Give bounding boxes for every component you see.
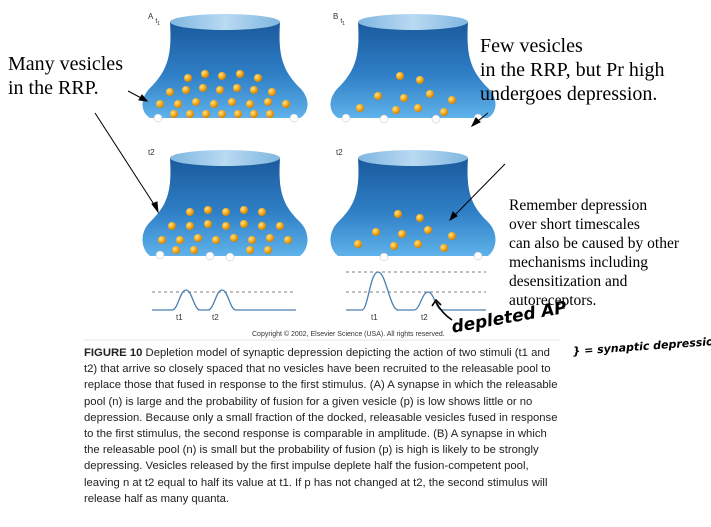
vesicles-a-t1 — [156, 70, 290, 118]
panel-label-b-t2: t2 — [336, 148, 343, 157]
caption-label: FIGURE 10 — [84, 347, 143, 359]
panel-label-b: Bt1 — [333, 12, 346, 27]
vesicles-a-t2 — [158, 206, 292, 254]
vesicles-b-t2 — [354, 210, 456, 252]
note-remember-depression: Remember depression over short timescale… — [509, 197, 680, 309]
note-few-vesicles: Few vesicles in the RRP, but Pr high und… — [480, 35, 665, 105]
trace-a — [152, 289, 296, 311]
panel-label-a: At1 — [148, 12, 161, 27]
caption-text: Depletion model of synaptic depression d… — [84, 347, 558, 505]
terminal-b-t1 — [330, 14, 496, 118]
terminal-a-t1 — [142, 14, 308, 118]
docked-vesicles-b-t2 — [379, 251, 483, 262]
trace-label-b-t1: t1 — [371, 313, 378, 322]
docked-vesicles-b-t1 — [341, 113, 483, 124]
trace-label-b-t2: t2 — [421, 313, 428, 322]
terminal-b-t2 — [330, 150, 496, 256]
figure-caption: FIGURE 10 Depletion model of synaptic de… — [84, 345, 564, 507]
panel-label-a-t2: t2 — [148, 148, 155, 157]
docked-vesicles-a-t1 — [153, 113, 299, 123]
trace-label-a-t2: t2 — [212, 313, 219, 322]
note-many-vesicles: Many vesicles in the RRP. — [8, 53, 123, 99]
terminal-a-t2 — [142, 150, 308, 256]
trace-b — [346, 271, 486, 311]
docked-vesicles-a-t2 — [155, 250, 235, 262]
copyright-line: Copyright © 2002, Elsevier Science (USA)… — [252, 331, 445, 338]
trace-label-a-t1: t1 — [176, 313, 183, 322]
handwritten-arrow — [431, 298, 453, 321]
vesicles-b-t1 — [356, 72, 456, 116]
annotation-arrows — [94, 90, 506, 222]
